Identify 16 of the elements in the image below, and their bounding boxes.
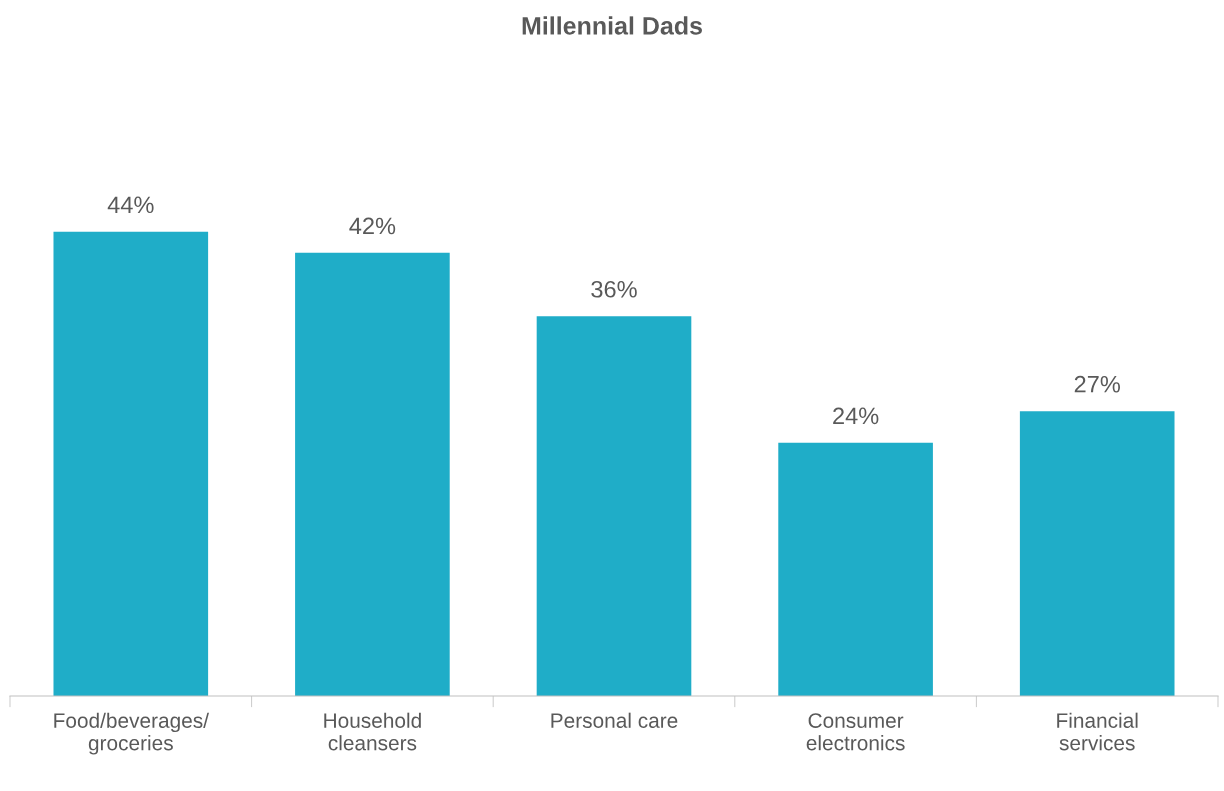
chart-title: Millennial Dads xyxy=(522,16,702,35)
bar xyxy=(53,231,209,696)
x-tick-label: Personal care xyxy=(551,712,678,728)
bar xyxy=(1019,411,1175,696)
x-tick-label: Household cleansers xyxy=(324,712,421,751)
data-label: 44% xyxy=(107,196,154,214)
data-label: 27% xyxy=(1074,375,1120,393)
x-tick-label: Consumer electronics xyxy=(806,713,905,751)
x-tick-label: Food/beverages/ groceries xyxy=(54,712,209,755)
bar xyxy=(778,442,933,696)
bar xyxy=(295,252,450,696)
data-label: 42% xyxy=(349,217,396,235)
data-label: 24% xyxy=(833,407,879,425)
x-tick-label: Financial services xyxy=(1057,712,1138,751)
bar xyxy=(536,316,692,696)
data-label: 36% xyxy=(591,280,637,298)
